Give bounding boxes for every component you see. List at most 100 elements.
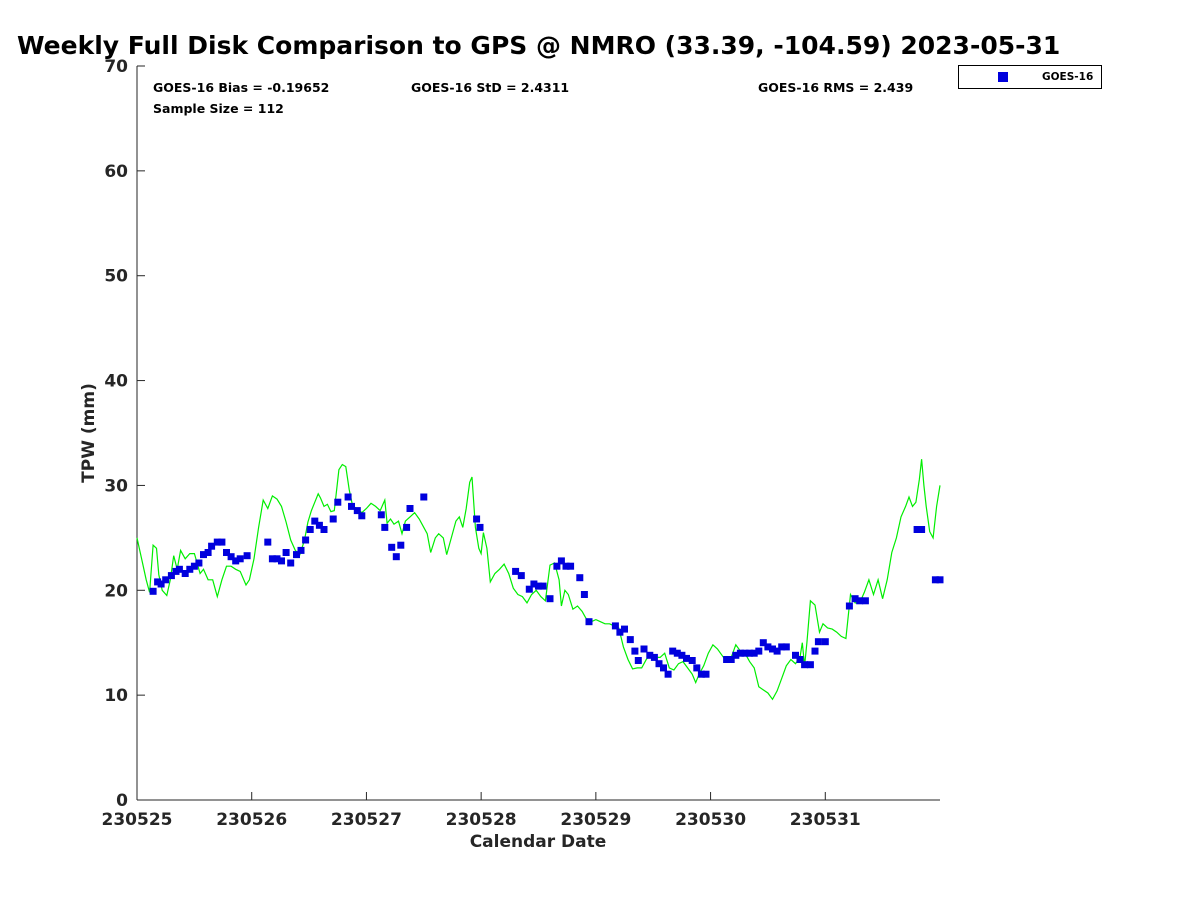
gps-tpw-line bbox=[136, 459, 941, 701]
goes16-point bbox=[553, 562, 561, 570]
goes16-points-layer bbox=[149, 493, 944, 678]
goes16-point bbox=[631, 647, 639, 655]
goes16-point bbox=[773, 647, 781, 655]
axes bbox=[136, 66, 940, 801]
x-tick-label: 230526 bbox=[216, 810, 287, 830]
goes16-point bbox=[769, 645, 776, 653]
goes16-point bbox=[851, 595, 859, 603]
goes16-point bbox=[913, 526, 921, 533]
chart-title: Weekly Full Disk Comparison to GPS @ NMR… bbox=[17, 31, 1060, 60]
x-tick-label: 230527 bbox=[331, 810, 402, 830]
goes16-point bbox=[381, 523, 389, 531]
goes16-point bbox=[727, 656, 735, 663]
goes16-point bbox=[673, 649, 681, 657]
goes16-point bbox=[149, 587, 157, 595]
goes16-point bbox=[243, 552, 251, 560]
y-tick-label: 10 bbox=[104, 686, 128, 706]
goes16-point bbox=[576, 574, 584, 582]
goes16-point bbox=[377, 511, 385, 519]
goes16-point bbox=[764, 643, 772, 651]
goes16-point bbox=[358, 512, 366, 520]
rms-stat: GOES-16 RMS = 2.439 bbox=[758, 80, 913, 95]
y-tick-label: 60 bbox=[104, 162, 128, 182]
y-tick-label: 30 bbox=[104, 476, 128, 496]
goes16-point bbox=[302, 536, 310, 544]
goes16-point bbox=[557, 557, 565, 565]
x-tick-label: 230529 bbox=[560, 810, 631, 830]
std-stat: GOES-16 StD = 2.4311 bbox=[411, 80, 569, 95]
goes16-point bbox=[640, 645, 648, 653]
y-tick-label: 40 bbox=[104, 372, 128, 392]
sample-size-stat: Sample Size = 112 bbox=[153, 101, 284, 116]
goes16-point bbox=[732, 651, 740, 659]
goes16-point bbox=[223, 549, 230, 556]
goes16-point bbox=[585, 618, 593, 626]
goes16-point bbox=[273, 555, 281, 563]
goes16-point bbox=[200, 551, 207, 559]
goes16-point bbox=[918, 526, 926, 533]
goes16-point bbox=[525, 585, 533, 593]
goes16-point bbox=[218, 538, 226, 546]
goes16-point bbox=[621, 625, 628, 633]
goes16-point bbox=[397, 541, 405, 549]
goes16-point bbox=[723, 656, 731, 663]
goes16-point bbox=[473, 515, 481, 523]
goes16-point bbox=[669, 647, 677, 655]
goes16-point bbox=[329, 515, 337, 523]
goes16-point bbox=[344, 493, 352, 501]
goes16-point bbox=[190, 562, 198, 570]
goes16-point bbox=[287, 559, 295, 567]
goes16-point bbox=[476, 523, 484, 531]
goes16-point bbox=[626, 636, 634, 644]
goes16-point bbox=[936, 576, 944, 584]
goes16-point bbox=[806, 661, 814, 669]
y-tick-label: 0 bbox=[116, 791, 128, 811]
x-tick-label: 230531 bbox=[790, 810, 861, 830]
goes16-point bbox=[634, 657, 642, 664]
goes16-point bbox=[616, 628, 624, 636]
y-tick-label: 70 bbox=[104, 57, 128, 77]
goes16-point bbox=[278, 557, 285, 565]
goes16-point bbox=[232, 557, 240, 565]
goes16-point bbox=[562, 562, 570, 570]
goes16-point bbox=[175, 565, 183, 573]
goes16-point bbox=[861, 597, 869, 605]
goes16-point bbox=[388, 543, 396, 551]
x-tick-label: 230530 bbox=[675, 810, 746, 830]
legend: GOES-16 bbox=[958, 65, 1102, 89]
goes16-point bbox=[678, 651, 686, 659]
goes16-point bbox=[778, 643, 786, 651]
goes16-point bbox=[512, 567, 520, 575]
goes16-point bbox=[420, 493, 428, 501]
goes16-point bbox=[546, 595, 554, 603]
y-axis-label: TPW (mm) bbox=[79, 383, 99, 483]
goes16-point bbox=[792, 651, 799, 659]
goes16-point bbox=[688, 657, 696, 664]
goes16-point bbox=[297, 546, 305, 554]
bias-stat: GOES-16 Bias = -0.19652 bbox=[153, 80, 329, 95]
goes16-point bbox=[311, 517, 319, 525]
goes16-point bbox=[683, 654, 690, 662]
goes16-point bbox=[801, 661, 809, 669]
goes16-point bbox=[660, 664, 667, 672]
goes16-point bbox=[811, 647, 819, 655]
goes16-point bbox=[755, 647, 763, 655]
x-tick-label: 230528 bbox=[446, 810, 517, 830]
goes16-point bbox=[403, 523, 411, 531]
legend-label-goes16: GOES-16 bbox=[1042, 71, 1093, 83]
goes16-point bbox=[236, 555, 244, 563]
goes16-point bbox=[264, 538, 272, 546]
goes16-point bbox=[167, 572, 175, 580]
y-tick-label: 20 bbox=[104, 581, 128, 601]
goes16-point bbox=[646, 651, 654, 659]
goes16-point bbox=[293, 551, 300, 559]
goes16-point bbox=[856, 597, 864, 605]
goes16-point bbox=[315, 521, 323, 529]
goes16-point bbox=[162, 576, 170, 584]
goes16-point bbox=[348, 502, 355, 510]
goes16-point bbox=[931, 576, 939, 584]
goes16-point bbox=[517, 572, 525, 580]
goes16-point bbox=[664, 670, 672, 678]
